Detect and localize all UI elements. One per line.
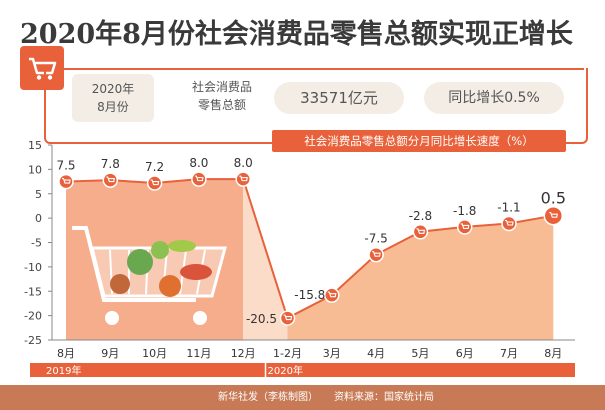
- metric-label-line1: 社会消费品: [191, 80, 252, 94]
- data-label: 8.0: [189, 156, 208, 170]
- cart-marker-icon: [150, 179, 160, 186]
- area-2020: [287, 215, 554, 340]
- header-rule: [64, 68, 584, 70]
- data-label: -7.5: [364, 232, 387, 246]
- yoy-growth: 同比增长0.5%: [424, 82, 564, 114]
- data-point: [412, 224, 429, 240]
- y-tick-label: -25: [24, 334, 42, 347]
- data-point: [543, 205, 564, 226]
- data-point: [324, 287, 340, 303]
- year-band: [30, 363, 575, 377]
- data-point: [456, 219, 473, 235]
- data-label: -20.5: [246, 312, 277, 326]
- data-label: -15.8: [294, 288, 325, 302]
- x-tick-label: 8月: [544, 347, 562, 360]
- data-label: 7.2: [145, 160, 164, 174]
- cart-marker-icon: [372, 251, 381, 257]
- footer-credit: 新华社发（李栋制图）: [218, 392, 318, 403]
- shopping-cart-illustration: [72, 226, 227, 325]
- x-tick-label: 7月: [500, 347, 518, 360]
- growth-chart: 15 10 5 0 -5 -10 -15 -20 -25 7.5 7.8 7.2 8.0 8.0 -20.5…: [24, 139, 575, 377]
- metric-label-line2: 零售总额: [197, 98, 246, 112]
- cart-marker-icon: [283, 314, 293, 321]
- data-point: [235, 171, 251, 187]
- y-tick-label: 5: [35, 188, 42, 201]
- metric-label: 社会消费品 零售总额: [182, 78, 262, 114]
- cart-marker-icon: [416, 228, 426, 234]
- cart-marker-icon: [327, 291, 337, 298]
- x-tick-label: 9月: [101, 347, 119, 360]
- x-tick-label: 3月: [323, 347, 341, 360]
- footer-source: 资料来源：国家统计局: [334, 392, 434, 403]
- cart-marker-icon: [505, 219, 514, 226]
- y-tick-label: -20: [24, 310, 42, 323]
- period-year: 2020年: [91, 82, 135, 96]
- y-tick-label: -5: [31, 237, 42, 250]
- data-label: -2.8: [409, 209, 432, 223]
- y-tick-label: 0: [35, 212, 42, 225]
- area-transition: [243, 179, 288, 340]
- data-point: [58, 173, 74, 190]
- cart-marker-icon: [62, 178, 71, 184]
- shopping-cart-icon: [20, 46, 64, 90]
- x-tick-label: 8月: [57, 347, 75, 360]
- cart-marker-icon: [460, 223, 470, 229]
- x-tick-label: 10月: [142, 347, 167, 360]
- x-tick-label: 11月: [186, 347, 211, 360]
- data-point: [501, 215, 517, 232]
- data-point: [146, 175, 163, 191]
- year-label: 2020年: [268, 364, 303, 377]
- period-month: 8月份: [97, 100, 129, 114]
- y-tick-label: -10: [24, 261, 42, 274]
- y-tick-label: -15: [24, 285, 42, 298]
- data-point: [102, 172, 119, 188]
- y-tick-label: 10: [28, 163, 42, 176]
- x-tick-label: 12月: [231, 347, 256, 360]
- data-label: 8.0: [234, 156, 253, 170]
- data-label: 7.8: [101, 157, 120, 171]
- data-label: -1.1: [497, 200, 520, 214]
- page-title: 2020年8月份社会消费品零售总额实现正增长: [20, 19, 573, 50]
- x-tick-label: 1-2月: [273, 347, 302, 360]
- x-tick-label: 5月: [411, 347, 429, 360]
- cart-marker-icon: [239, 175, 248, 182]
- cart-marker-icon: [549, 212, 558, 218]
- year-label: 2019年: [46, 364, 81, 377]
- x-tick-label: 6月: [456, 347, 474, 360]
- data-label: 0.5: [541, 189, 566, 208]
- cart-marker-icon: [106, 176, 115, 183]
- y-tick-label: 15: [28, 139, 42, 152]
- x-tick-label: 4月: [367, 347, 385, 360]
- cart-marker-icon: [194, 175, 204, 182]
- data-label: -1.8: [453, 204, 476, 218]
- data-point: [368, 246, 384, 263]
- data-point: [279, 310, 296, 326]
- metric-value: 33571亿元: [274, 82, 404, 114]
- data-label: 7.5: [56, 159, 75, 173]
- chart-title: 社会消费品零售总额分月同比增长速度（%）: [272, 130, 566, 152]
- data-point: [191, 171, 207, 187]
- period-badge: 2020年 8月份: [72, 74, 154, 122]
- footer: 新华社发（李栋制图） 资料来源：国家统计局: [0, 385, 605, 410]
